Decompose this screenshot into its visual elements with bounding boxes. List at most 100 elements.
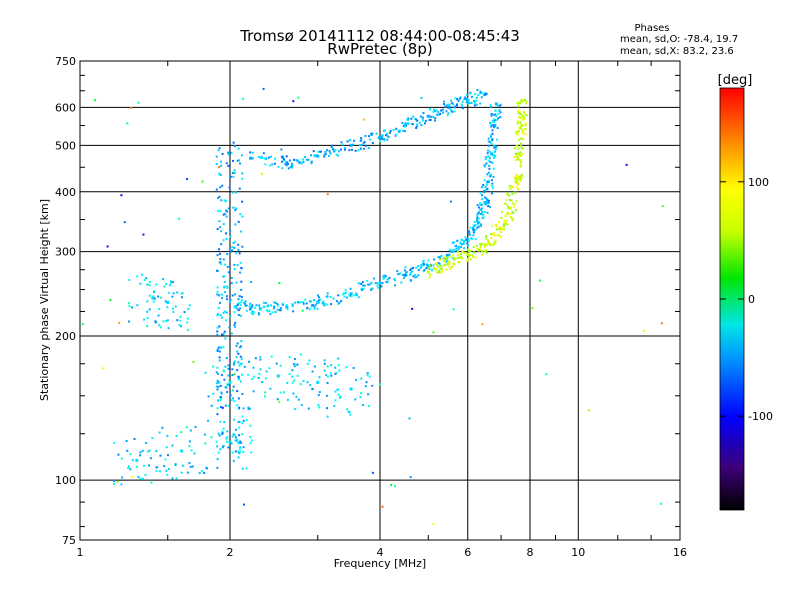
echo-dot [450,250,453,253]
echo-dot [216,290,219,293]
x-tick-label: 1 [77,546,84,559]
echo-dot [466,259,469,262]
echo-dot [476,247,479,250]
echo-dot [350,295,353,298]
echo-dot [305,302,308,305]
echo-dot [241,177,244,180]
echo-dot [324,153,327,156]
echo-dot [260,155,263,158]
echo-dot [428,264,431,267]
echo-dot [203,471,206,474]
echo-dot [247,406,250,409]
y-axis-label: Stationary phase Virtual Height [km] [38,199,51,401]
echo-dot [487,171,490,174]
noise-dot [661,205,664,208]
echo-dot [355,292,358,295]
echo-dot [223,199,226,202]
echo-dot [218,252,221,255]
echo-dot [237,243,240,246]
echo-dot [479,203,482,206]
echo-dot [515,131,518,134]
echo-dot [521,100,524,103]
echo-dot [392,128,395,131]
echo-dot [457,99,460,102]
noise-dot [420,97,423,100]
echo-dot [517,183,520,186]
echo-dot [326,415,329,418]
echo-dot [276,398,279,401]
echo-dot [238,426,241,429]
echo-dot [167,468,170,471]
echo-dot [433,258,436,261]
echo-dot [464,96,467,99]
echo-dot [180,431,183,434]
echo-dot [249,303,252,306]
echo-dot [291,375,294,378]
echo-dot [242,301,245,304]
echo-dot [329,372,332,375]
echo-dot [479,192,482,195]
echo-dot [309,384,312,387]
noise-dot [242,503,245,506]
echo-dot [409,271,412,274]
echo-dot [384,129,387,132]
echo-dot [416,123,419,126]
echo-dot [310,162,313,165]
echo-dot [496,127,499,130]
echo-dot [523,98,526,101]
echo-dot [479,249,482,252]
echo-dot [425,267,428,270]
echo-dot [224,337,227,340]
echo-dot [488,150,491,153]
echo-dot [419,115,422,118]
echo-dot [406,118,409,121]
echo-dot [239,301,242,304]
echo-dot [369,288,372,291]
echo-dot [283,158,286,161]
echo-dot [403,130,406,133]
echo-dot [458,97,461,100]
echo-dot [331,148,334,151]
echo-dot [249,442,252,445]
echo-dot [222,275,225,278]
echo-dot [276,303,279,306]
echo-dot [159,454,162,457]
echo-dot [239,213,242,216]
echo-dot [262,152,265,155]
echo-dot [239,345,242,348]
echo-dot [250,312,253,315]
echo-dot [238,434,241,437]
echo-dot [166,473,169,476]
echo-dot [402,129,405,132]
echo-dot [227,271,230,274]
echo-dot [149,457,152,460]
echo-dot [452,249,455,252]
echo-dot [520,142,523,145]
chart-subtitle: RwPretec (8p) [327,40,432,58]
echo-dot [452,250,455,253]
echo-dot [323,304,326,307]
echo-dot [238,159,241,162]
echo-dot [293,362,296,365]
echo-dot [234,191,237,194]
echo-dot [451,257,454,260]
echo-dot [382,275,385,278]
echo-dot [519,177,522,180]
echo-dot [360,377,363,380]
echo-dot [429,273,432,276]
echo-dot [470,258,473,261]
echo-dot [496,234,499,237]
echo-dot [490,114,493,117]
echo-dot [234,436,237,439]
echo-dot [317,301,320,304]
echo-dot [362,142,365,145]
echo-dot [512,205,515,208]
echo-dot [179,319,182,322]
echo-dot [219,406,222,409]
echo-dot [449,249,452,252]
echo-dot [520,163,523,166]
echo-dot [146,450,149,453]
echo-dot [243,365,246,368]
echo-dot [502,225,505,228]
echo-dot [142,318,145,321]
